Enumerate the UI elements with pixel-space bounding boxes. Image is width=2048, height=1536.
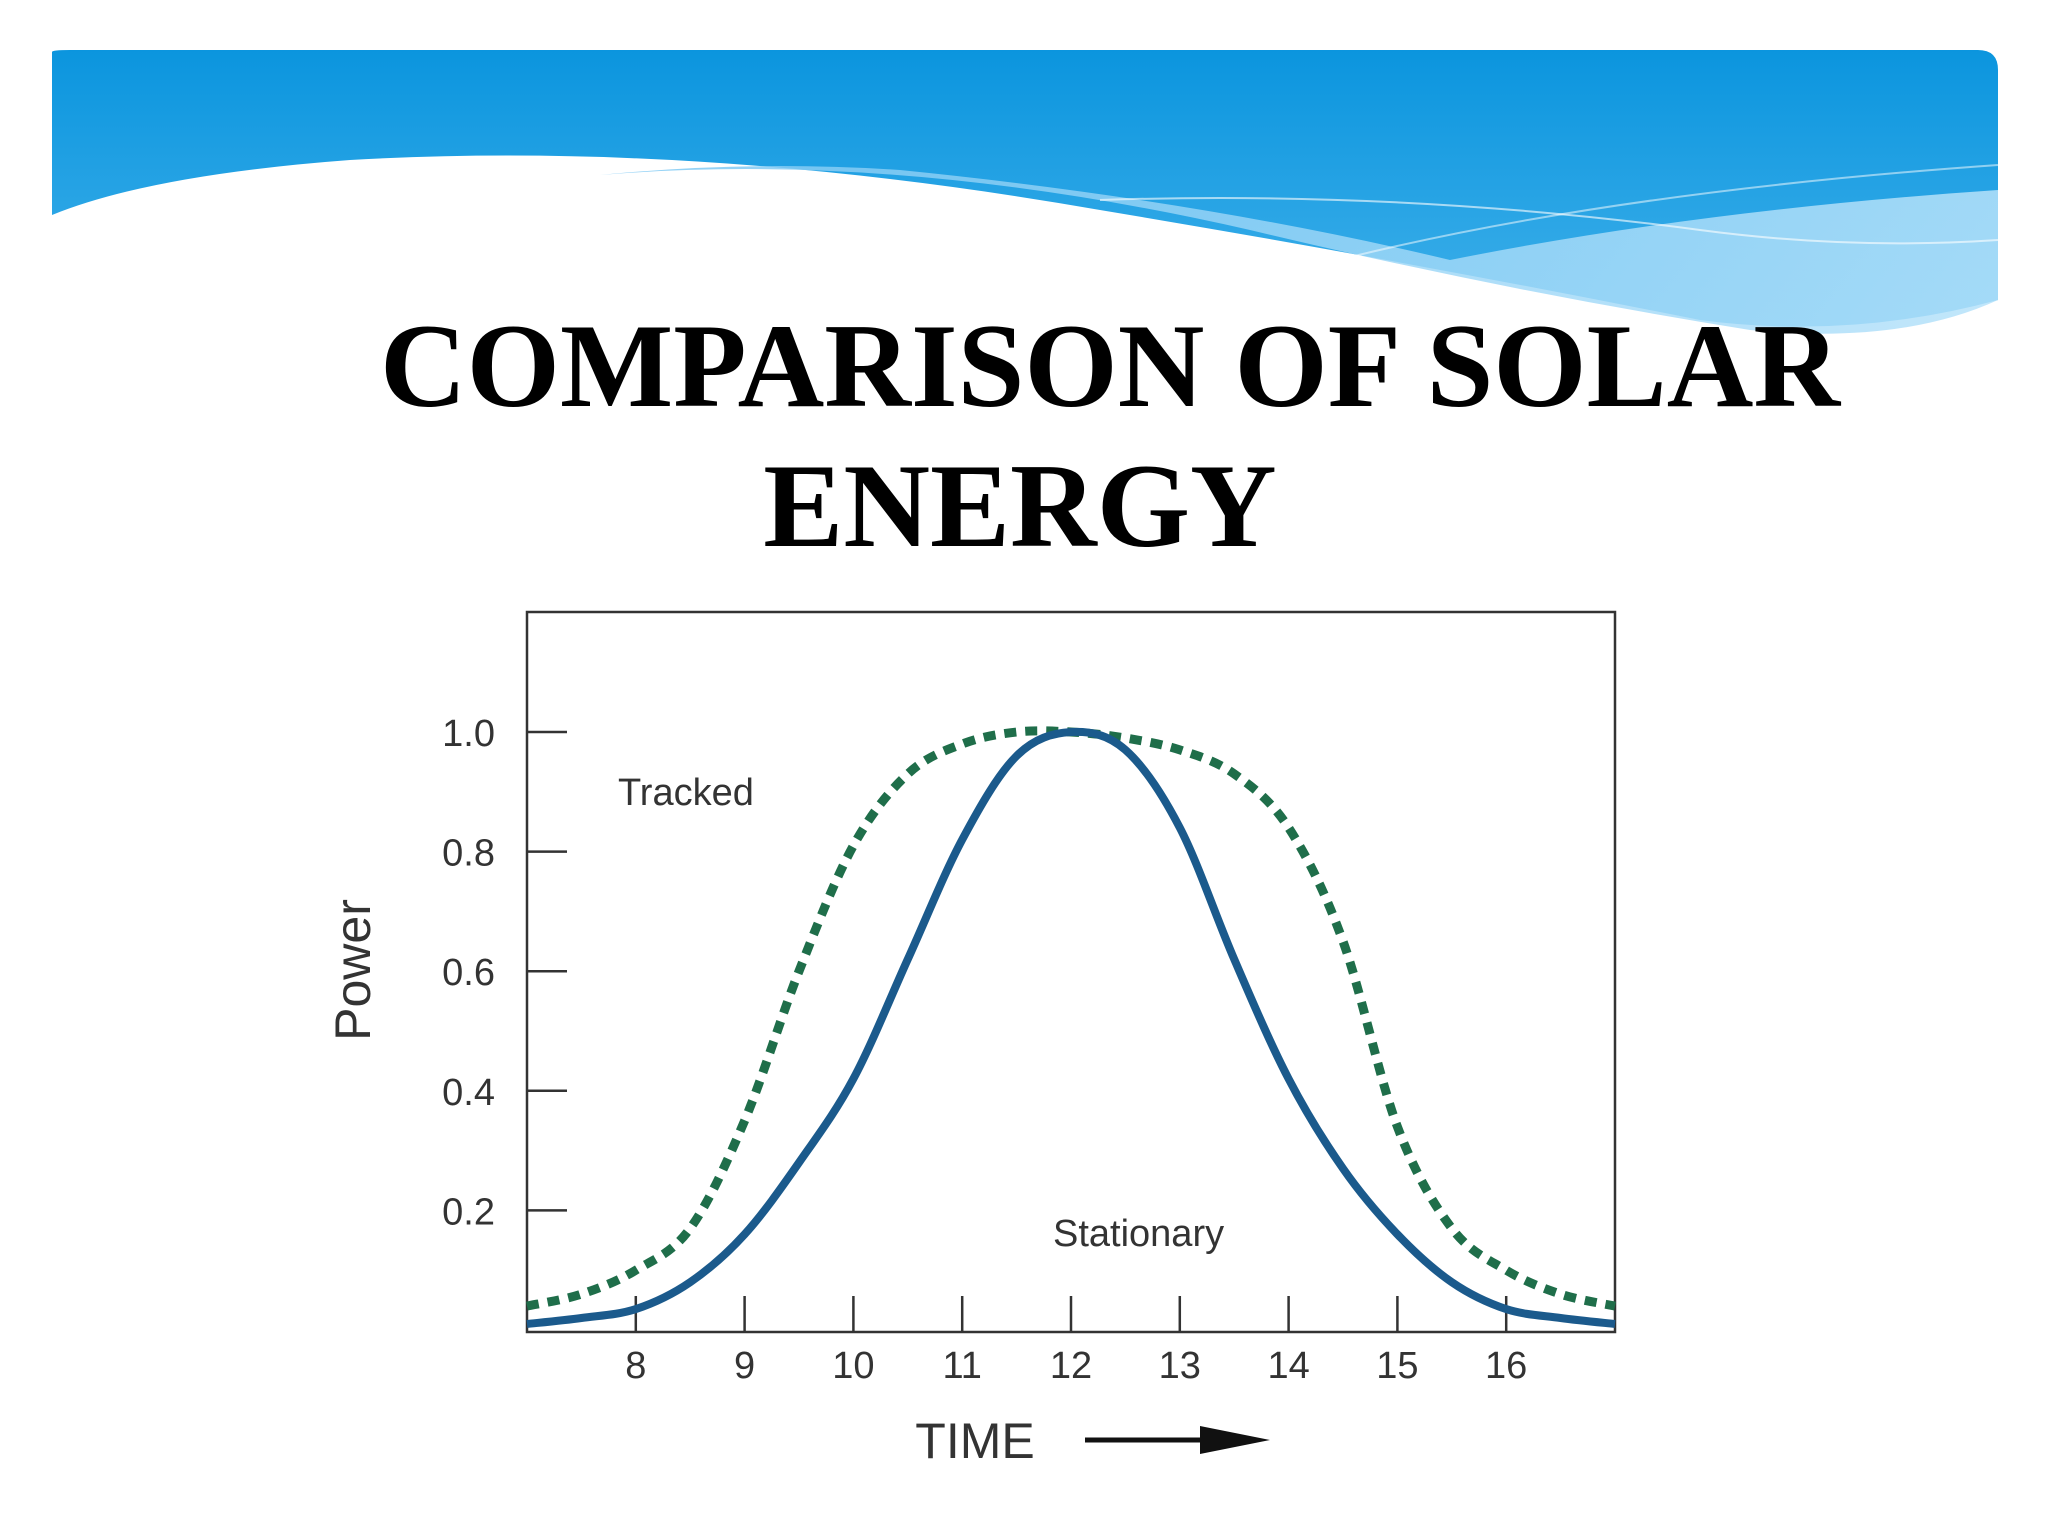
x-tick-label: 8: [625, 1345, 646, 1387]
x-tick-label: 14: [1267, 1345, 1309, 1387]
x-axis-ticks: 8 9 10 11 12 13 14 15 16: [625, 1296, 1527, 1387]
series-label-tracked: Tracked: [618, 772, 754, 814]
series-group: [526, 726, 1616, 1328]
slide-title: COMPARISON OF SOLAR ENERGY: [300, 296, 1920, 576]
series-label-stationary: Stationary: [1053, 1213, 1224, 1255]
x-tick-label: 12: [1050, 1345, 1092, 1387]
x-tick-label: 10: [832, 1345, 874, 1387]
banner-wave-light: [600, 166, 1998, 334]
wave-banner: [52, 50, 1999, 334]
y-tick-label: 0.4: [442, 1072, 495, 1114]
y-tick-label: 1.0: [442, 713, 495, 755]
time-arrow-icon: [1085, 1426, 1270, 1454]
y-tick-label: 0.6: [442, 952, 495, 994]
x-axis-label: TIME: [915, 1413, 1034, 1469]
title-line-1: COMPARISON OF SOLAR: [379, 299, 1841, 432]
y-tick-label: 0.8: [442, 833, 495, 875]
y-tick-label: 0.2: [442, 1191, 495, 1233]
x-tick-label: 9: [734, 1345, 755, 1387]
y-axis-ticks: 0.2 0.4 0.6 0.8 1.0: [442, 713, 567, 1233]
y-axis-label: Power: [325, 899, 381, 1041]
series-line-stationary: [526, 727, 1616, 1328]
x-tick-label: 13: [1159, 1345, 1201, 1387]
x-tick-label: 15: [1376, 1345, 1418, 1387]
banner-wave-thin-2: [1199, 164, 1999, 301]
banner-wave-thin: [1099, 197, 1999, 245]
x-tick-label: 16: [1485, 1345, 1527, 1387]
x-tick-label: 11: [942, 1345, 981, 1387]
title-line-2: ENERGY: [763, 439, 1277, 572]
